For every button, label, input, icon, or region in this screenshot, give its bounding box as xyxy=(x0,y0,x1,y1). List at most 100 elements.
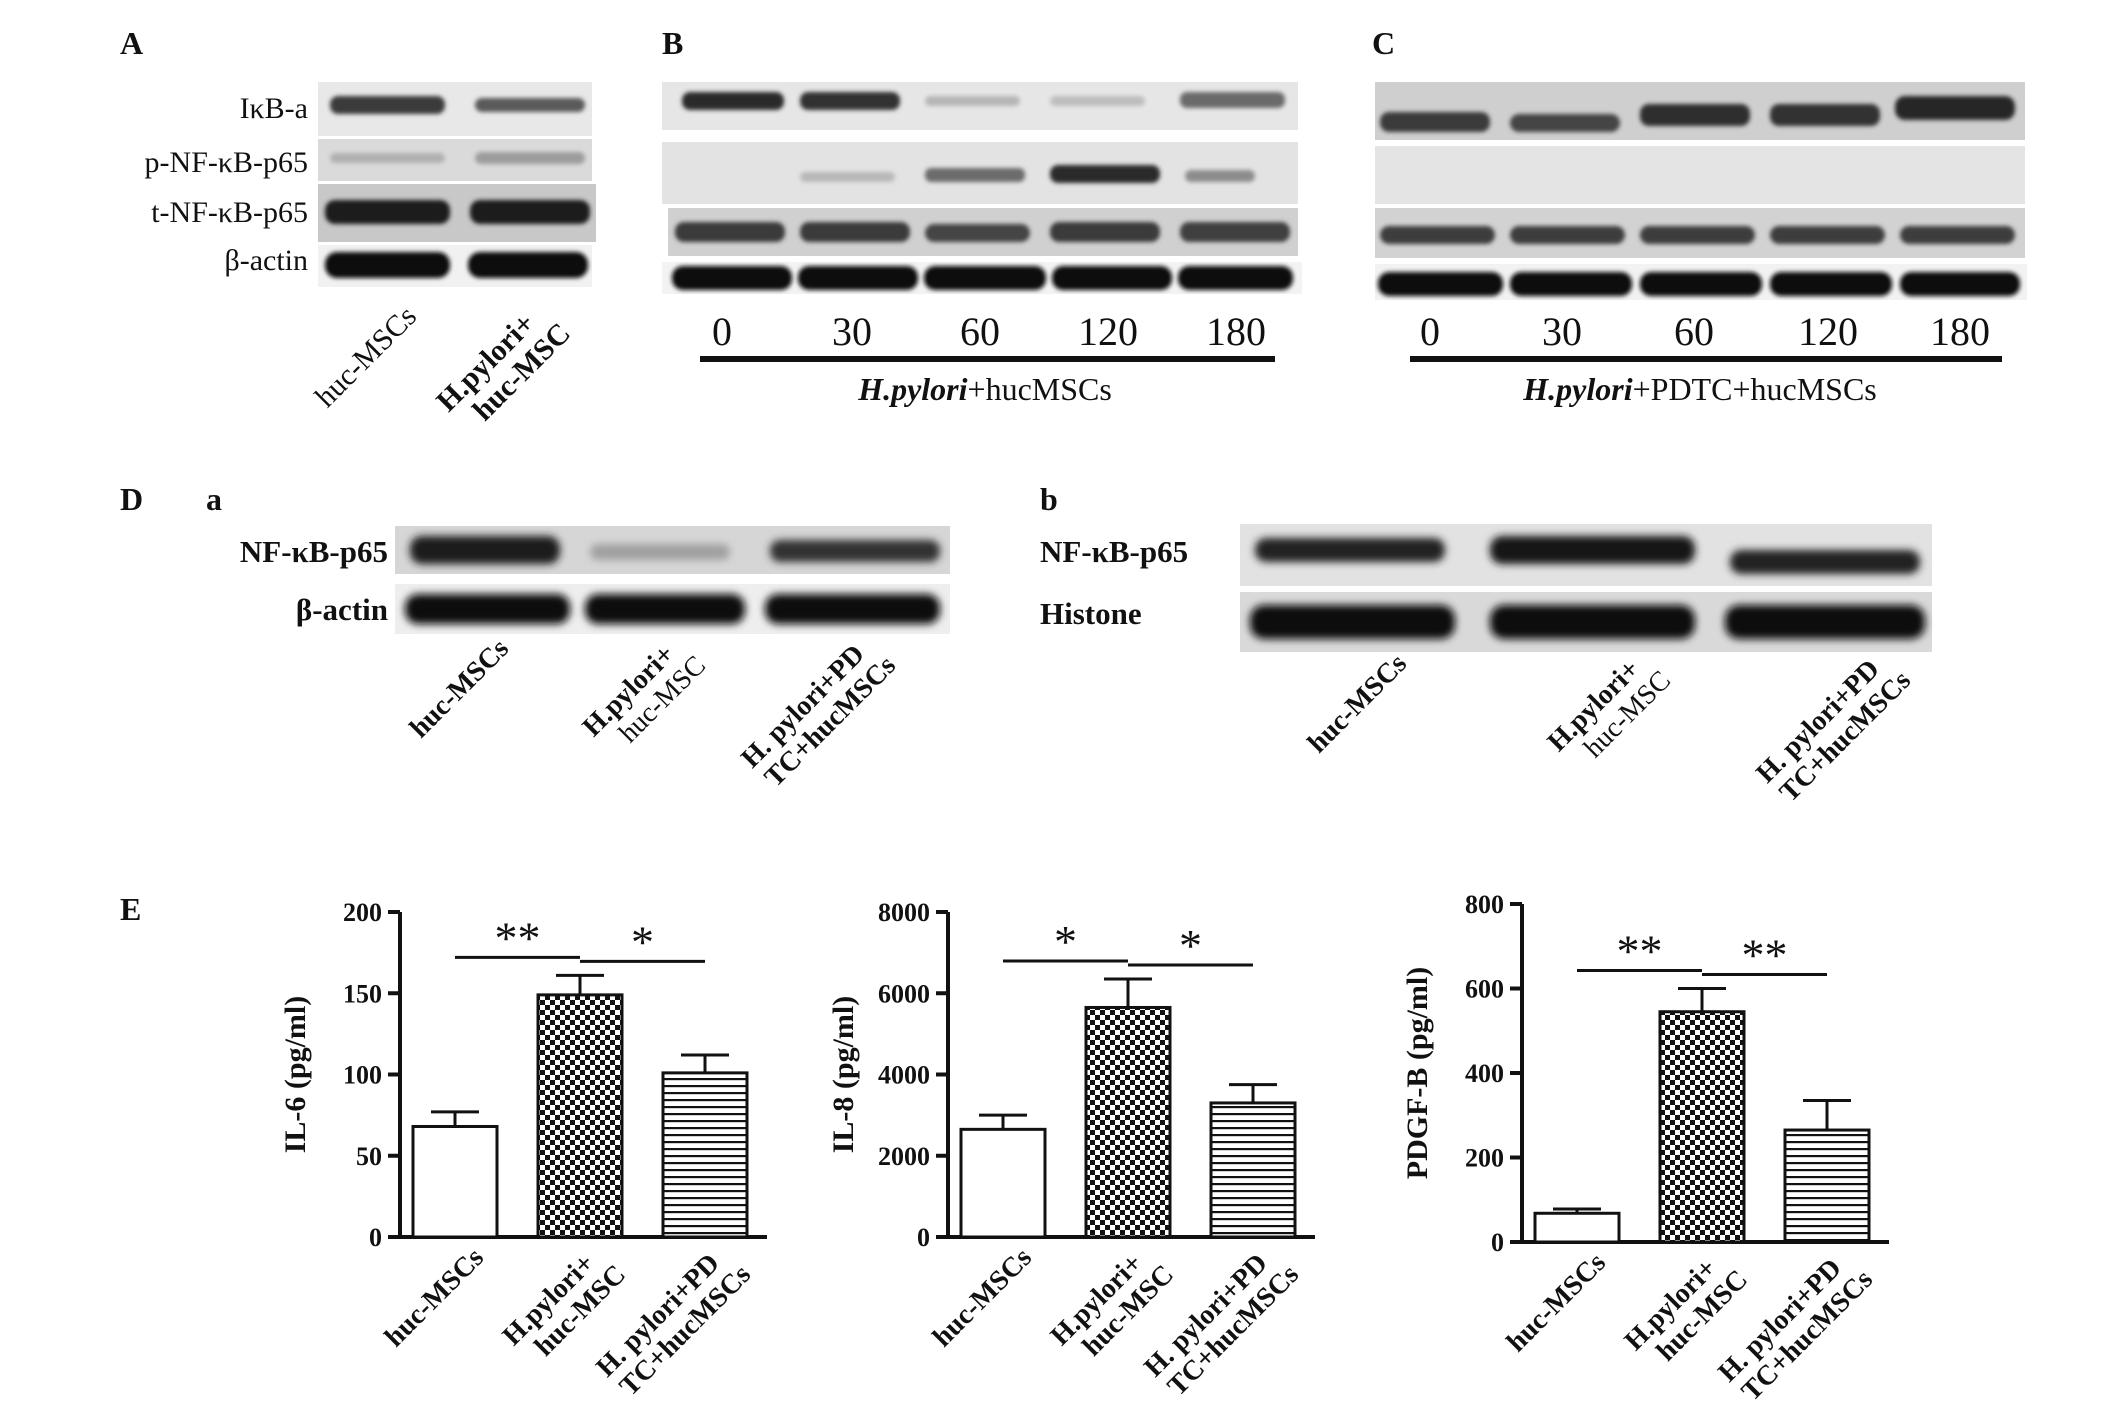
band xyxy=(1380,112,1490,132)
band xyxy=(1380,226,1495,244)
y-tick-label: 0 xyxy=(369,1223,382,1252)
band xyxy=(405,594,570,624)
band xyxy=(675,222,785,242)
band xyxy=(1050,222,1160,242)
y-tick-label: 200 xyxy=(343,898,382,927)
row-label-t-nfkb-p65: t-NF-κB-p65 xyxy=(151,196,308,229)
time-label: 30 xyxy=(832,309,872,354)
band xyxy=(1770,272,1892,296)
band xyxy=(672,266,792,290)
bar xyxy=(536,993,624,1239)
significance-label: * xyxy=(1054,916,1077,967)
condition-label: H.pylori+PDTC+hucMSCs xyxy=(1522,371,1876,407)
row-label-beta-actin: β-actin xyxy=(296,592,388,627)
band xyxy=(468,252,588,278)
y-tick-label: 600 xyxy=(1465,975,1504,1004)
il8-chart: 0 2000 4000 6000 8000 IL-8 (pg/ml) * * huc-MSCs H… xyxy=(827,898,1315,1403)
x-tick-label-line: huc-MSCs xyxy=(379,1242,490,1353)
band xyxy=(585,594,745,624)
panel-c-letter: C xyxy=(1372,25,1395,61)
panel-a-letter: A xyxy=(120,25,143,61)
band xyxy=(800,172,895,182)
row-label-nfkb-p65: NF-κB-p65 xyxy=(1040,534,1188,569)
time-label: 0 xyxy=(1420,309,1440,354)
lane-label-hpylori-huc-msc: H.pylori+ huc-MSC xyxy=(1542,654,1677,764)
band xyxy=(924,266,1046,290)
y-tick-label: 800 xyxy=(1465,890,1504,919)
blot-db xyxy=(1240,524,1932,652)
time-label: 120 xyxy=(1078,309,1138,354)
y-tick-label: 400 xyxy=(1465,1059,1504,1088)
blot-strip xyxy=(1375,146,2025,204)
bar xyxy=(1783,1128,1871,1244)
bar xyxy=(959,1127,1047,1239)
time-label: 0 xyxy=(712,309,732,354)
x-tick-label-line: huc-MSCs xyxy=(927,1242,1038,1353)
condition-rest: +PDTC+hucMSCs xyxy=(1633,371,1877,407)
significance-label: * xyxy=(1179,920,1202,971)
band xyxy=(475,152,585,164)
band xyxy=(1895,96,2015,120)
lane-label-huc-mscs: huc-MSCs xyxy=(1302,648,1413,759)
band xyxy=(1640,104,1750,126)
panel-a: A IκB-a p-NF-κB-p65 t-NF-κB-p65 β-actin … xyxy=(120,25,596,427)
band xyxy=(325,200,450,224)
y-tick-label: 0 xyxy=(917,1223,930,1252)
band xyxy=(1050,165,1160,183)
band xyxy=(682,92,784,110)
band xyxy=(1725,605,1925,639)
band xyxy=(1178,266,1293,290)
band xyxy=(925,168,1025,182)
panel-d-letter: D xyxy=(120,481,143,517)
band xyxy=(1180,222,1290,242)
band xyxy=(1180,92,1285,108)
band xyxy=(1770,104,1880,126)
band xyxy=(1640,272,1762,296)
significance-label: ** xyxy=(1742,930,1788,981)
row-label-histone: Histone xyxy=(1040,596,1142,631)
lane-label-hpylori-pdtc-hucmscs: H. pylori+PD TC+hucMSCs xyxy=(735,639,902,794)
bar xyxy=(1084,1005,1172,1239)
time-label: 180 xyxy=(1206,309,1266,354)
band xyxy=(800,92,900,110)
band xyxy=(590,544,730,560)
row-label-nfkb-p65: NF-κB-p65 xyxy=(240,534,388,569)
y-axis-label: IL-6 (pg/ml) xyxy=(279,996,312,1154)
band xyxy=(1378,272,1503,296)
band xyxy=(1255,538,1445,562)
y-axis-label: IL-8 (pg/ml) xyxy=(827,996,860,1154)
lane-label-hpylori-pdtc-hucmscs: H. pylori+PD TC+hucMSCs xyxy=(1750,654,1917,809)
band xyxy=(1510,272,1632,296)
significance-label: ** xyxy=(1617,926,1663,977)
lane-label-huc-mscs: huc-MSCs xyxy=(309,300,423,414)
y-tick-label: 2000 xyxy=(878,1142,930,1171)
x-tick-label: H. pylori+PDTC+hucMSCs xyxy=(1138,1248,1305,1403)
time-label: 60 xyxy=(960,309,1000,354)
x-tick-label-line: huc-MSCs xyxy=(1501,1247,1612,1358)
band xyxy=(1770,226,1885,244)
lane-label-line: huc-MSCs xyxy=(1302,648,1413,759)
lane-label-hpylori-huc-msc: H.pylori+ huc-MSC xyxy=(577,639,712,749)
band xyxy=(925,96,1020,106)
panel-db-letter: b xyxy=(1040,481,1058,517)
time-label: 180 xyxy=(1930,309,1990,354)
bar xyxy=(661,1071,749,1239)
band xyxy=(1052,266,1172,290)
x-tick-label: huc-MSCs xyxy=(379,1242,490,1353)
panel-e-letter: E xyxy=(120,891,141,927)
band xyxy=(925,224,1030,242)
band xyxy=(800,222,910,242)
time-label: 60 xyxy=(1674,309,1714,354)
x-tick-label: H. pylori+PDTC+hucMSCs xyxy=(590,1248,757,1403)
y-tick-label: 150 xyxy=(343,979,382,1008)
condition-italic: H.pylori xyxy=(1522,371,1632,407)
x-tick-label: huc-MSCs xyxy=(927,1242,1038,1353)
lane-label-huc-mscs: huc-MSCs xyxy=(404,633,515,744)
pdgfb-chart: 0 200 400 600 800 PDGF-B (pg/ml) ** ** huc-MSCs H… xyxy=(1401,890,1889,1407)
row-label-ikba: IκB-a xyxy=(240,92,308,125)
band xyxy=(475,98,585,112)
blot-da xyxy=(395,526,950,634)
band xyxy=(770,540,940,562)
